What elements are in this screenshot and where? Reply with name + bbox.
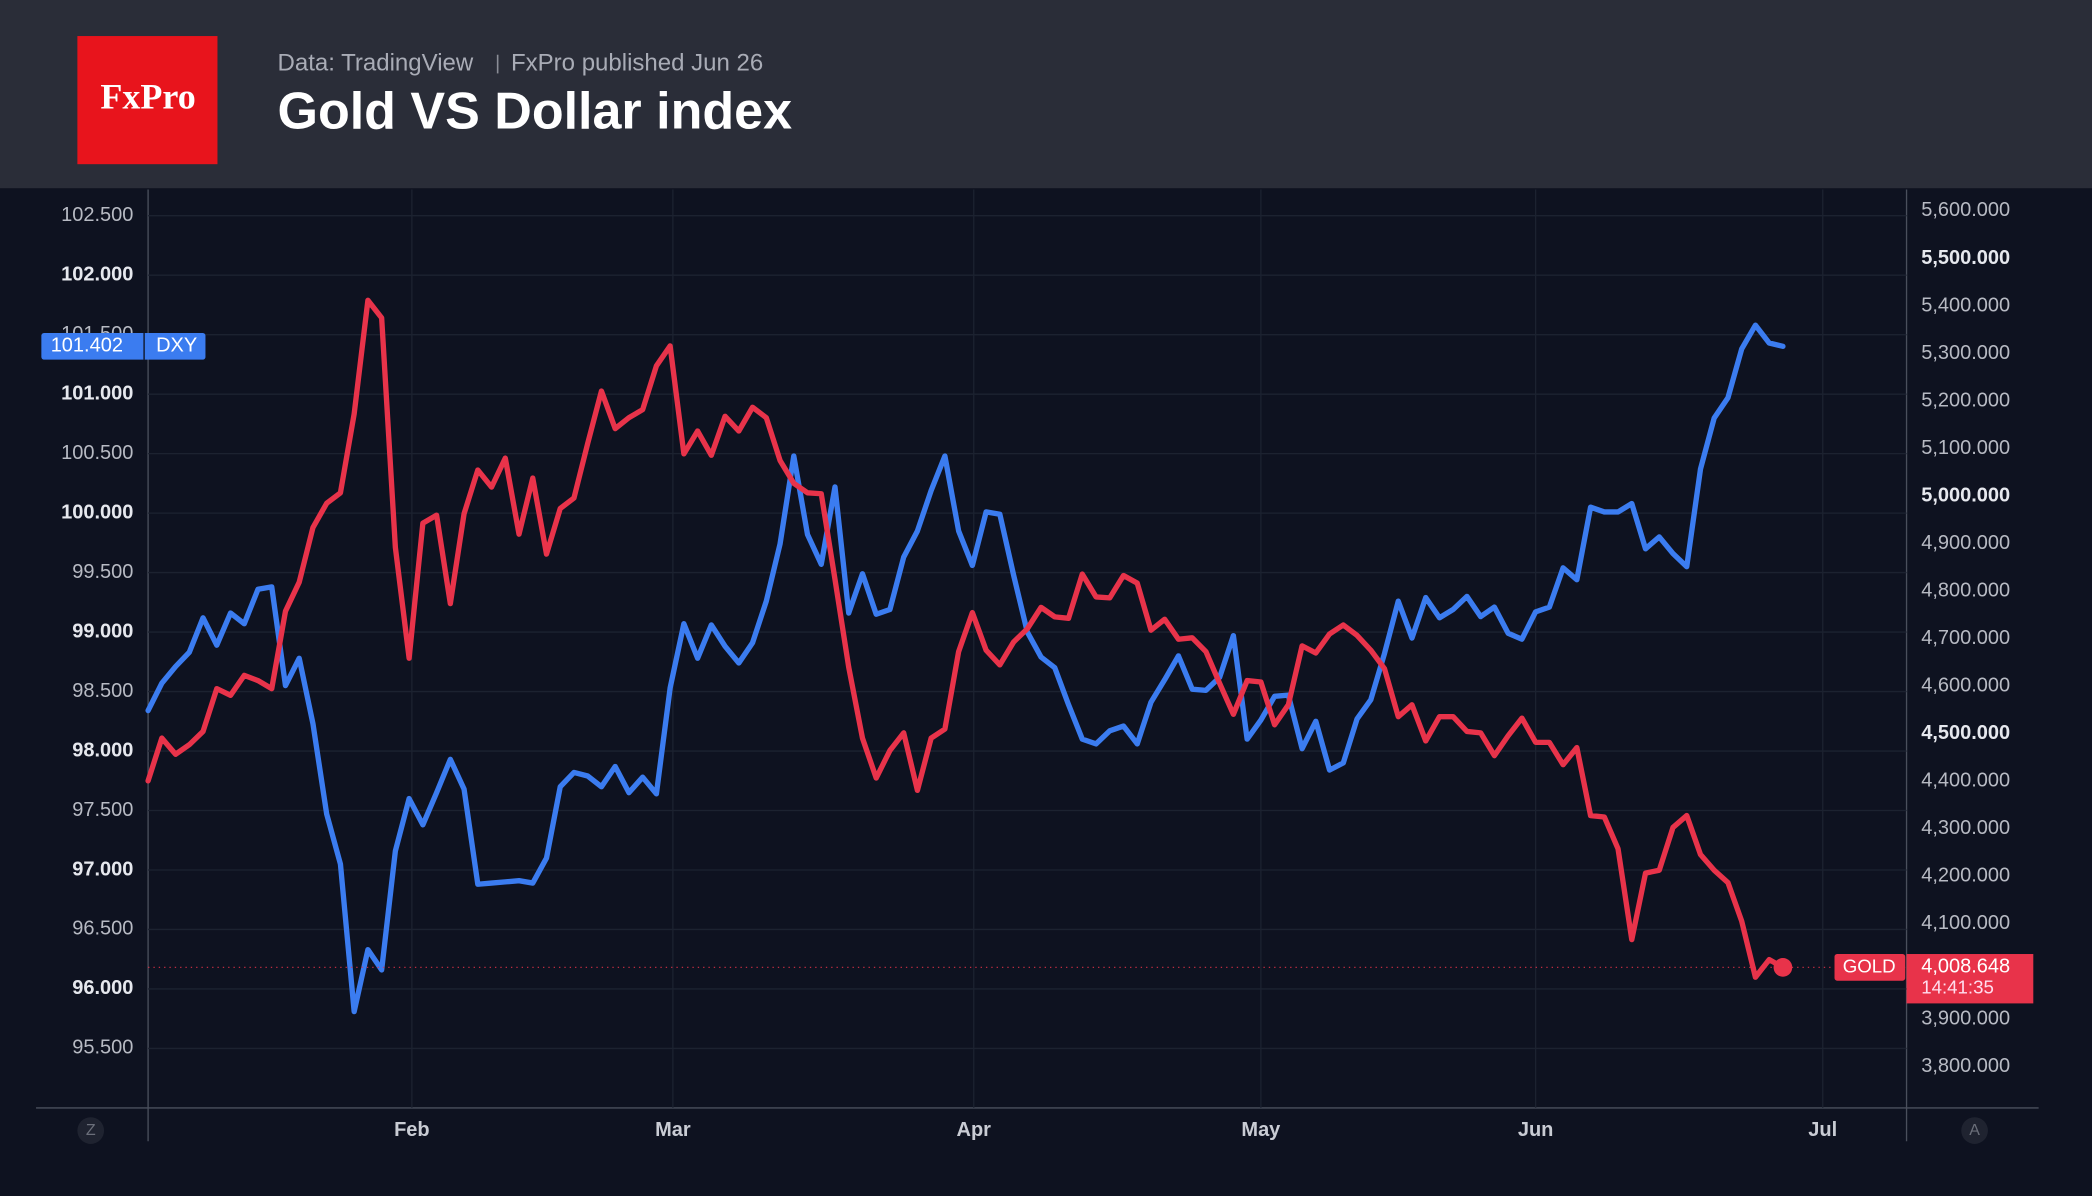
countdown: 14:41:35 (1921, 977, 1994, 998)
y-tick-label: 98.500 (72, 680, 133, 702)
y-tick-label: 95.500 (72, 1037, 133, 1059)
corner-label[interactable]: Z (86, 1122, 96, 1139)
corner-label[interactable]: A (1969, 1122, 1980, 1139)
logo-box (77, 36, 218, 165)
y2-tick-label: 5,200.000 (1921, 389, 2010, 411)
y2-tick-label: 4,900.000 (1921, 532, 2010, 554)
y-tick-label: 100.000 (61, 501, 133, 523)
chart-title: Gold VS Dollar index (278, 83, 793, 141)
y2-tick-label: 3,800.000 (1921, 1055, 2010, 1077)
y2-tick-label: 4,600.000 (1921, 675, 2010, 697)
y2-tick-label: 4,800.000 (1921, 579, 2010, 601)
y-tick-label: 101.000 (61, 382, 133, 404)
last-value-label: 101.402 (51, 335, 123, 357)
x-tick-label: Apr (957, 1119, 992, 1141)
source: Data: TradingView (278, 49, 474, 76)
y2-tick-label: 4,500.000 (1921, 722, 2010, 744)
x-tick-label: Mar (655, 1119, 691, 1141)
y-tick-label: 97.500 (72, 799, 133, 821)
y2-tick-label: 5,000.000 (1921, 484, 2010, 506)
y2-tick-label: 5,400.000 (1921, 294, 2010, 316)
y2-tick-label: 5,100.000 (1921, 437, 2010, 459)
series-line (145, 322, 1786, 1015)
y2-tick-label: 4,200.000 (1921, 865, 2010, 887)
y2-tick-label: 5,500.000 (1921, 247, 2010, 269)
y-tick-label: 99.500 (72, 561, 133, 583)
corner-button[interactable] (77, 1117, 105, 1144)
y2-tick-label: 5,600.000 (1921, 199, 2010, 221)
y-tick-label: 102.000 (61, 263, 133, 285)
series-name: GOLD (1843, 955, 1896, 976)
y-tick-label: 96.000 (72, 977, 133, 999)
corner-button[interactable] (1961, 1117, 1988, 1144)
y2-tick-label: 5,300.000 (1921, 342, 2010, 364)
y-tick-label: 102.500 (61, 204, 133, 226)
y2-tick-label: 4,100.000 (1921, 912, 2010, 934)
x-tick-label: Feb (394, 1119, 430, 1141)
y2-tick-label: 3,900.000 (1921, 1007, 2010, 1029)
x-tick-label: Jun (1518, 1119, 1554, 1141)
y2-tick-label: 4,700.000 (1921, 627, 2010, 649)
x-tick-label: Jul (1808, 1119, 1837, 1141)
value-badge (41, 332, 206, 360)
last-point (1773, 958, 1793, 977)
y-tick-label: 98.000 (72, 739, 133, 761)
series-name: DXY (156, 335, 197, 357)
header (0, 0, 2092, 189)
y2-tick-label: 4,400.000 (1921, 770, 2010, 792)
y-tick-label: 100.500 (61, 442, 133, 464)
series-line (145, 297, 1786, 980)
logo: FxPro (100, 76, 195, 116)
y-tick-label: 97.000 (72, 858, 133, 880)
x-tick-label: May (1241, 1119, 1281, 1141)
subtitle: FxPro published Jun 26 (511, 49, 763, 76)
value-badge (1906, 954, 2034, 1004)
y-tick-label: 99.000 (72, 620, 133, 642)
y2-tick-label: 4,300.000 (1921, 817, 2010, 839)
y-tick-label: 96.500 (72, 918, 133, 940)
name-badge (1834, 954, 1906, 981)
last-value-label: 4,008.648 (1921, 956, 2010, 978)
